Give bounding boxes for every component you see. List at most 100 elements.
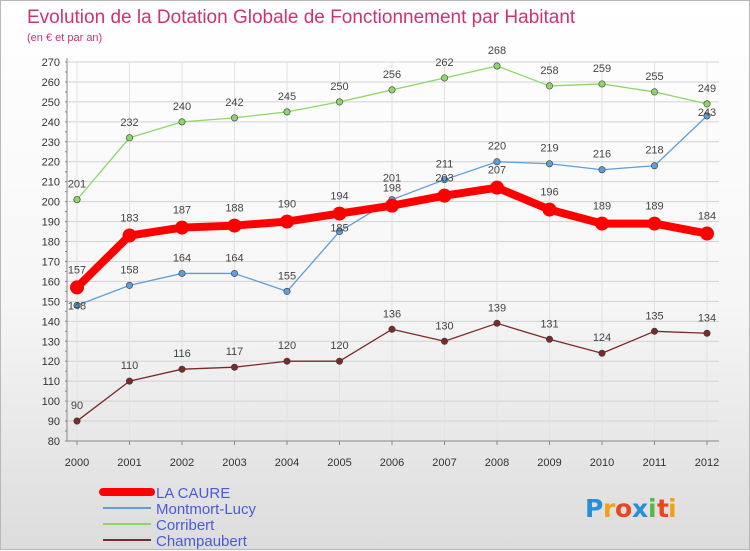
data-point [178, 118, 186, 126]
data-point [545, 160, 553, 168]
data-label: 136 [383, 308, 401, 320]
y-axis-ticks: 80 90 100 110 120 130 140 150 160 170 180 190 200 210… [42, 57, 60, 448]
data-point [437, 188, 452, 203]
data-label: 203 [435, 173, 453, 185]
data-point [598, 80, 606, 88]
x-tick-label: 2011 [643, 457, 667, 469]
data-label: 256 [383, 69, 401, 81]
data-point [231, 114, 239, 122]
data-label: 189 [593, 201, 611, 213]
y-tick-label: 240 [42, 117, 60, 129]
x-axis-ticks: 2000 2001 2002 2003 2004 2005 2006 2007 2008 2009… [65, 457, 719, 469]
data-label: 120 [278, 340, 296, 352]
data-label: 232 [120, 117, 138, 129]
y-tick-label: 160 [42, 276, 60, 288]
data-point [231, 363, 239, 371]
data-point [73, 417, 81, 425]
data-point [490, 180, 504, 195]
data-point [700, 226, 714, 241]
data-label: 243 [698, 107, 716, 119]
plot-area: 201 232 240 242 245 250 256 262 268 258 259 255 249 1… [68, 45, 716, 425]
data-label: 131 [540, 318, 558, 330]
data-point [283, 357, 291, 365]
data-label: 164 [173, 252, 191, 264]
y-tick-label: 270 [42, 57, 60, 69]
data-point [598, 166, 606, 174]
logo-letter: x [632, 494, 648, 523]
data-label: 198 [383, 183, 401, 195]
data-point [493, 319, 501, 327]
y-tick-label: 150 [42, 296, 60, 308]
data-label: 188 [225, 203, 243, 215]
legend-label: LA CAURE [156, 485, 230, 502]
data-label: 240 [173, 101, 191, 113]
y-tick-label: 250 [42, 97, 60, 109]
data-label: 120 [330, 340, 348, 352]
data-label: 157 [68, 264, 86, 276]
data-point [332, 206, 347, 221]
data-point [650, 88, 658, 96]
data-point [598, 349, 606, 357]
data-label: 190 [278, 199, 296, 211]
y-tick-label: 90 [48, 416, 60, 428]
data-point [335, 357, 343, 365]
data-point [440, 176, 448, 184]
data-point [178, 365, 186, 373]
legend: LA CAUREMontmort-LucyCorribertChampauber… [99, 485, 257, 550]
data-label: 187 [173, 205, 191, 217]
x-tick-label: 2006 [380, 457, 404, 469]
data-label: 124 [593, 332, 611, 344]
x-tick-label: 2005 [327, 457, 351, 469]
logo-letter: i [668, 494, 677, 523]
data-label: 117 [226, 346, 244, 358]
data-label: 158 [120, 264, 138, 276]
y-tick-label: 200 [42, 197, 60, 209]
x-tick-label: 2000 [65, 457, 89, 469]
data-label: 196 [540, 187, 558, 199]
data-point [231, 269, 239, 277]
data-label: 185 [330, 223, 348, 235]
logo-letter: i [648, 494, 657, 523]
data-label: 250 [330, 81, 348, 93]
data-point [493, 158, 501, 166]
data-point [703, 100, 711, 108]
data-point [647, 216, 662, 231]
chart-subtitle: (en € et par an) [27, 32, 102, 44]
data-point [227, 218, 242, 233]
data-label: 116 [173, 348, 191, 360]
x-tick-label: 2010 [590, 457, 614, 469]
y-tick-label: 230 [42, 137, 60, 149]
data-point [440, 337, 448, 345]
x-tick-label: 2002 [170, 457, 194, 469]
data-label: 135 [645, 310, 663, 322]
y-tick-label: 260 [42, 77, 60, 89]
x-tick-label: 2009 [537, 457, 561, 469]
y-tick-label: 140 [42, 316, 60, 328]
y-tick-label: 120 [42, 356, 60, 368]
data-label: 211 [436, 159, 454, 171]
data-label: 242 [225, 97, 243, 109]
y-tick-label: 110 [42, 376, 60, 388]
data-point [73, 196, 81, 204]
data-point [703, 329, 711, 337]
data-label: 218 [645, 145, 663, 157]
data-label: 220 [488, 141, 506, 153]
grid-lines [67, 61, 719, 442]
data-point [283, 287, 291, 295]
data-point [178, 269, 186, 277]
data-label: 258 [540, 65, 558, 77]
data-label: 249 [698, 83, 716, 95]
data-point [545, 335, 553, 343]
data-label: 262 [435, 57, 453, 69]
y-tick-label: 220 [42, 157, 60, 169]
y-tick-label: 180 [42, 237, 60, 249]
legend-label: Montmort-Lucy [156, 501, 257, 518]
data-label: 110 [121, 360, 139, 372]
x-tick-label: 2004 [275, 457, 299, 469]
data-label: 184 [698, 211, 716, 223]
data-label: 194 [330, 191, 348, 203]
data-label: 268 [488, 45, 506, 57]
data-label: 201 [68, 179, 86, 191]
